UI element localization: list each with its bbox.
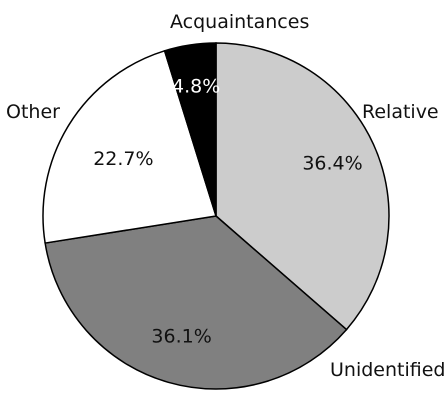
- pie-slice-unidentified: [44, 215, 348, 390]
- category-label-acquaintances: Acquaintances: [170, 11, 309, 33]
- category-label-unidentified: Unidentified: [330, 359, 445, 381]
- value-label-unidentified: 36.1%: [151, 325, 211, 347]
- pie-slice-relative: [215, 42, 390, 331]
- pie-slice-other: [42, 49, 217, 244]
- pie-labels: 36.4% Relative 36.1% Unidentified 22.7% Other…: [6, 11, 445, 381]
- value-label-other: 22.7%: [93, 148, 153, 170]
- category-label-relative: Relative: [362, 101, 439, 123]
- value-label-relative: 36.4%: [302, 153, 362, 175]
- pie-slice-acquaintances: [163, 42, 217, 217]
- value-label-acquaintances: 4.8%: [172, 76, 220, 98]
- category-label-other: Other: [6, 101, 60, 123]
- pie-slices: [42, 42, 390, 390]
